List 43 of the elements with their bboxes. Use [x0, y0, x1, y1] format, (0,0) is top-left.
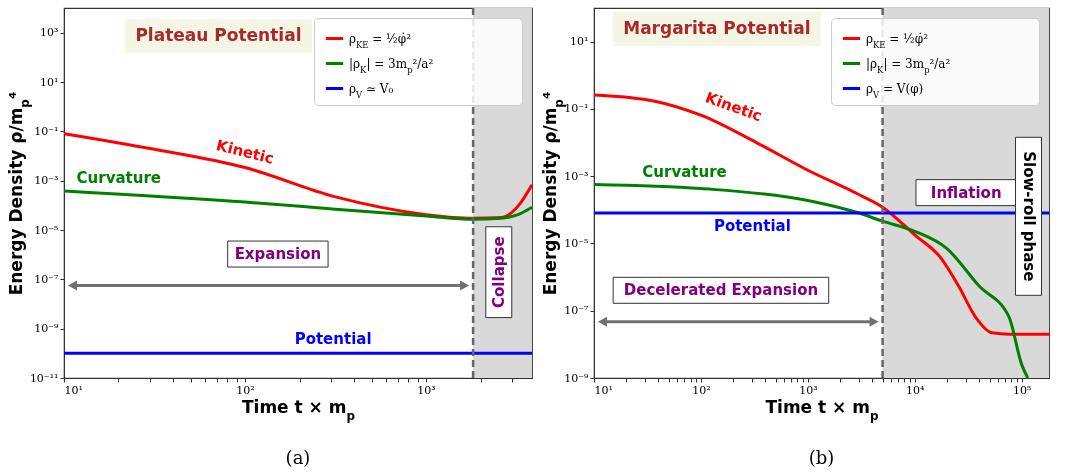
x-tick-label: 10⁴ — [906, 383, 926, 397]
annotation: Slow-roll phase — [1019, 151, 1038, 282]
x-tick-label: 10³ — [799, 383, 818, 397]
x-axis-title: Time t × m$_{p}$ — [241, 396, 356, 423]
x-tick-label: 10¹ — [594, 383, 613, 397]
y-tick-label: 10¹ — [570, 35, 589, 49]
x-tick-label: 10³ — [417, 383, 436, 397]
y-tick-label: 10⁻⁹ — [34, 322, 60, 336]
annotation: Inflation — [930, 183, 1002, 202]
text: Plateau Potential — [135, 25, 302, 45]
y-tick-label: 10⁻³ — [34, 174, 59, 188]
annotation: Potential — [294, 330, 372, 349]
legend-label: |ρ$_{K}$| = 3m$_{p}$²/a² — [866, 56, 951, 75]
legend-label: |ρ$_{K}$| = 3m$_{p}$²/a² — [349, 56, 434, 75]
text: (b) — [808, 447, 835, 469]
annotation: Expansion — [234, 245, 322, 264]
text: Margarita Potential — [623, 18, 811, 38]
y-tick-label: 10⁻³ — [564, 169, 589, 183]
y-tick-label: 10⁻⁵ — [34, 223, 59, 237]
x-tick-label: 10¹ — [64, 383, 83, 397]
y-tick-label: 10³ — [40, 26, 59, 40]
annotation: Kinetic — [214, 136, 276, 168]
text: (a) — [285, 447, 311, 469]
y-tick-label: 10⁻⁷ — [564, 304, 590, 318]
annotation: Collapse — [489, 236, 508, 308]
y-tick-label: 10⁻⁷ — [34, 272, 60, 286]
y-tick-label: 10⁻¹¹ — [29, 371, 59, 385]
y-tick-label: 10⁻⁵ — [564, 236, 589, 250]
annotation: Curvature — [76, 168, 161, 187]
annotation: Curvature — [642, 162, 727, 181]
annotation: Decelerated Expansion — [623, 281, 819, 300]
legend-label: ρ$_{KE}$ = ½φ̇² — [349, 31, 412, 50]
x-tick-label: 10² — [236, 383, 255, 397]
legend-label: ρ$_{V}$ = V(φ) — [866, 81, 924, 100]
x-tick-label: 10² — [692, 383, 711, 397]
legend-label: ρ$_{V}$ ≃ V₀ — [349, 81, 394, 100]
y-tick-label: 10¹ — [40, 75, 59, 89]
annotation: Potential — [713, 217, 791, 236]
y-tick-label: 10⁻⁹ — [564, 371, 590, 385]
x-axis-title: Time t × m$_{p}$ — [765, 396, 879, 423]
y-tick-label: 10⁻¹ — [34, 124, 59, 138]
legend-label: ρ$_{KE}$ = ½φ̇² — [866, 31, 929, 50]
x-tick-label: 10⁵ — [1012, 383, 1032, 397]
